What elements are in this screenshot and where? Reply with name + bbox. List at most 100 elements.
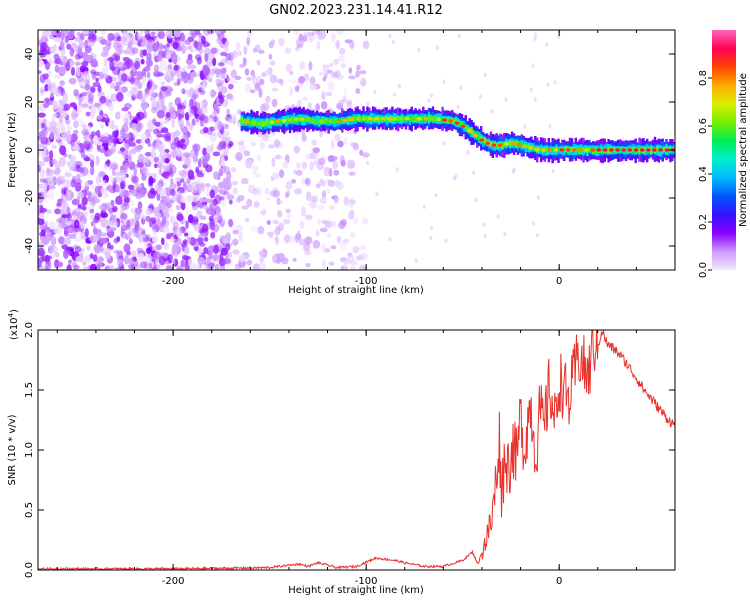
x-tick-label: -100 [355,276,378,287]
spectrogram-cell [385,116,388,120]
spectrogram-cell [496,214,500,219]
spectrogram-cell [183,152,191,158]
spectrogram-cell [170,215,176,224]
spectrogram-cell [236,110,242,115]
spectrogram-cell [329,119,332,123]
spectrogram-cell [243,150,251,157]
spectrogram-cell [184,161,191,166]
spectrogram-cell [271,87,279,92]
spectrogram-cell [169,30,174,38]
spectrogram-cell [174,227,183,237]
spectrogram-cell [442,118,447,122]
spectrogram-cell [38,218,45,225]
spectrogram-cell [118,86,123,93]
spectrogram-cell [73,120,79,129]
spectrogram-cell [294,85,300,92]
spectrogram-cell [287,118,293,122]
spectrogram-cell [89,208,95,214]
spectrogram-ylabel: Frequency (Hz) [7,112,18,188]
colorbar-tick-label: 0.2 [698,214,709,230]
spectrogram-cell [197,158,202,168]
spectrogram-cell [66,190,72,200]
spectrogram-cell [156,192,161,201]
spectrogram-cell [197,256,205,265]
spectrogram-cell [348,171,356,176]
spectrogram-cell [343,137,348,145]
spectrogram-cell [237,140,245,146]
spectrogram-cell [210,47,218,54]
spectrogram-cell [332,160,338,170]
spectrogram-cell [163,119,169,125]
x-tick-label: 0 [556,576,562,587]
spectrogram-cell [175,110,180,117]
spectrogram-cell [343,259,351,265]
spectrogram-cell [59,99,66,106]
spectrogram-cell [398,83,401,89]
spectrogram-cell [171,118,176,129]
spectrogram-cell [131,47,139,55]
spectrogram-cell [157,31,166,40]
spectrogram-cell [172,41,179,50]
spectrogram-cell [191,201,197,207]
spectrogram-cell [152,228,157,236]
spectrogram-cell [353,217,359,224]
spectrogram-cell [187,45,192,50]
spectrogram-cell [257,49,265,54]
figure-title: GN02.2023.231.14.41.R12 [269,3,443,18]
spectrogram-cell [227,141,234,147]
spectrogram-cell [157,55,163,62]
spectrogram-cell [217,62,225,67]
spectrogram-cell [168,140,175,145]
spectrogram-cell [239,63,246,68]
spectrogram-cell [213,103,219,110]
spectrogram-cell [123,62,128,70]
spectrogram-cell [109,82,116,89]
spectrogram-cell [304,214,313,221]
spectrogram-cell [536,195,540,200]
y-tick-label: 20 [24,96,35,109]
spectrogram-cell [460,121,464,127]
spectrogram-cell [368,117,373,121]
spectrogram-cell [533,36,537,42]
spectrogram-cell [504,97,508,102]
spectrogram-cell [150,98,156,107]
spectrogram-cell [328,167,333,177]
spectrogram-cell [392,39,396,44]
spectrogram-cell [214,30,221,35]
spectrogram-cell [349,231,356,238]
spectrogram-cell [344,39,353,44]
spectrogram-cell [301,161,308,169]
spectrogram-cell [52,246,58,255]
spectrogram-cell [273,139,280,148]
spectrogram-cell [100,136,109,144]
spectrogram-cell [216,73,220,78]
spectrogram-cell [553,80,557,85]
spectrogram-cell [256,154,261,162]
spectrogram-cell [82,70,90,81]
spectrogram-cell [73,208,81,217]
spectrogram-cell [338,55,345,63]
spectrogram-cell [189,231,194,237]
spectrogram-cell [88,197,96,205]
spectrogram-cell [658,148,663,152]
spectrogram-cell [621,148,626,152]
spectrogram-cell [144,152,152,157]
spectrogram-cell [154,163,158,169]
spectrogram-cell [120,36,128,42]
spectrogram-cell [117,61,124,70]
spectrogram-cell [124,132,131,139]
spectrogram-cell [285,117,288,122]
spectrogram-cell [232,187,239,195]
spectrogram-cell [466,150,470,155]
spectrogram-cell [201,104,207,109]
spectrogram-cell [313,30,319,35]
spectrogram-cell [312,240,321,249]
spectrogram-cell [268,144,275,149]
spectrogram-cell [520,142,523,148]
spectrogram-cell [296,230,301,237]
spectrogram-cell [596,148,602,152]
spectrogram-cell [81,196,88,206]
spectrogram-cell [38,130,46,137]
spectrogram-cell [254,120,257,126]
spectrogram-cell [123,49,130,55]
